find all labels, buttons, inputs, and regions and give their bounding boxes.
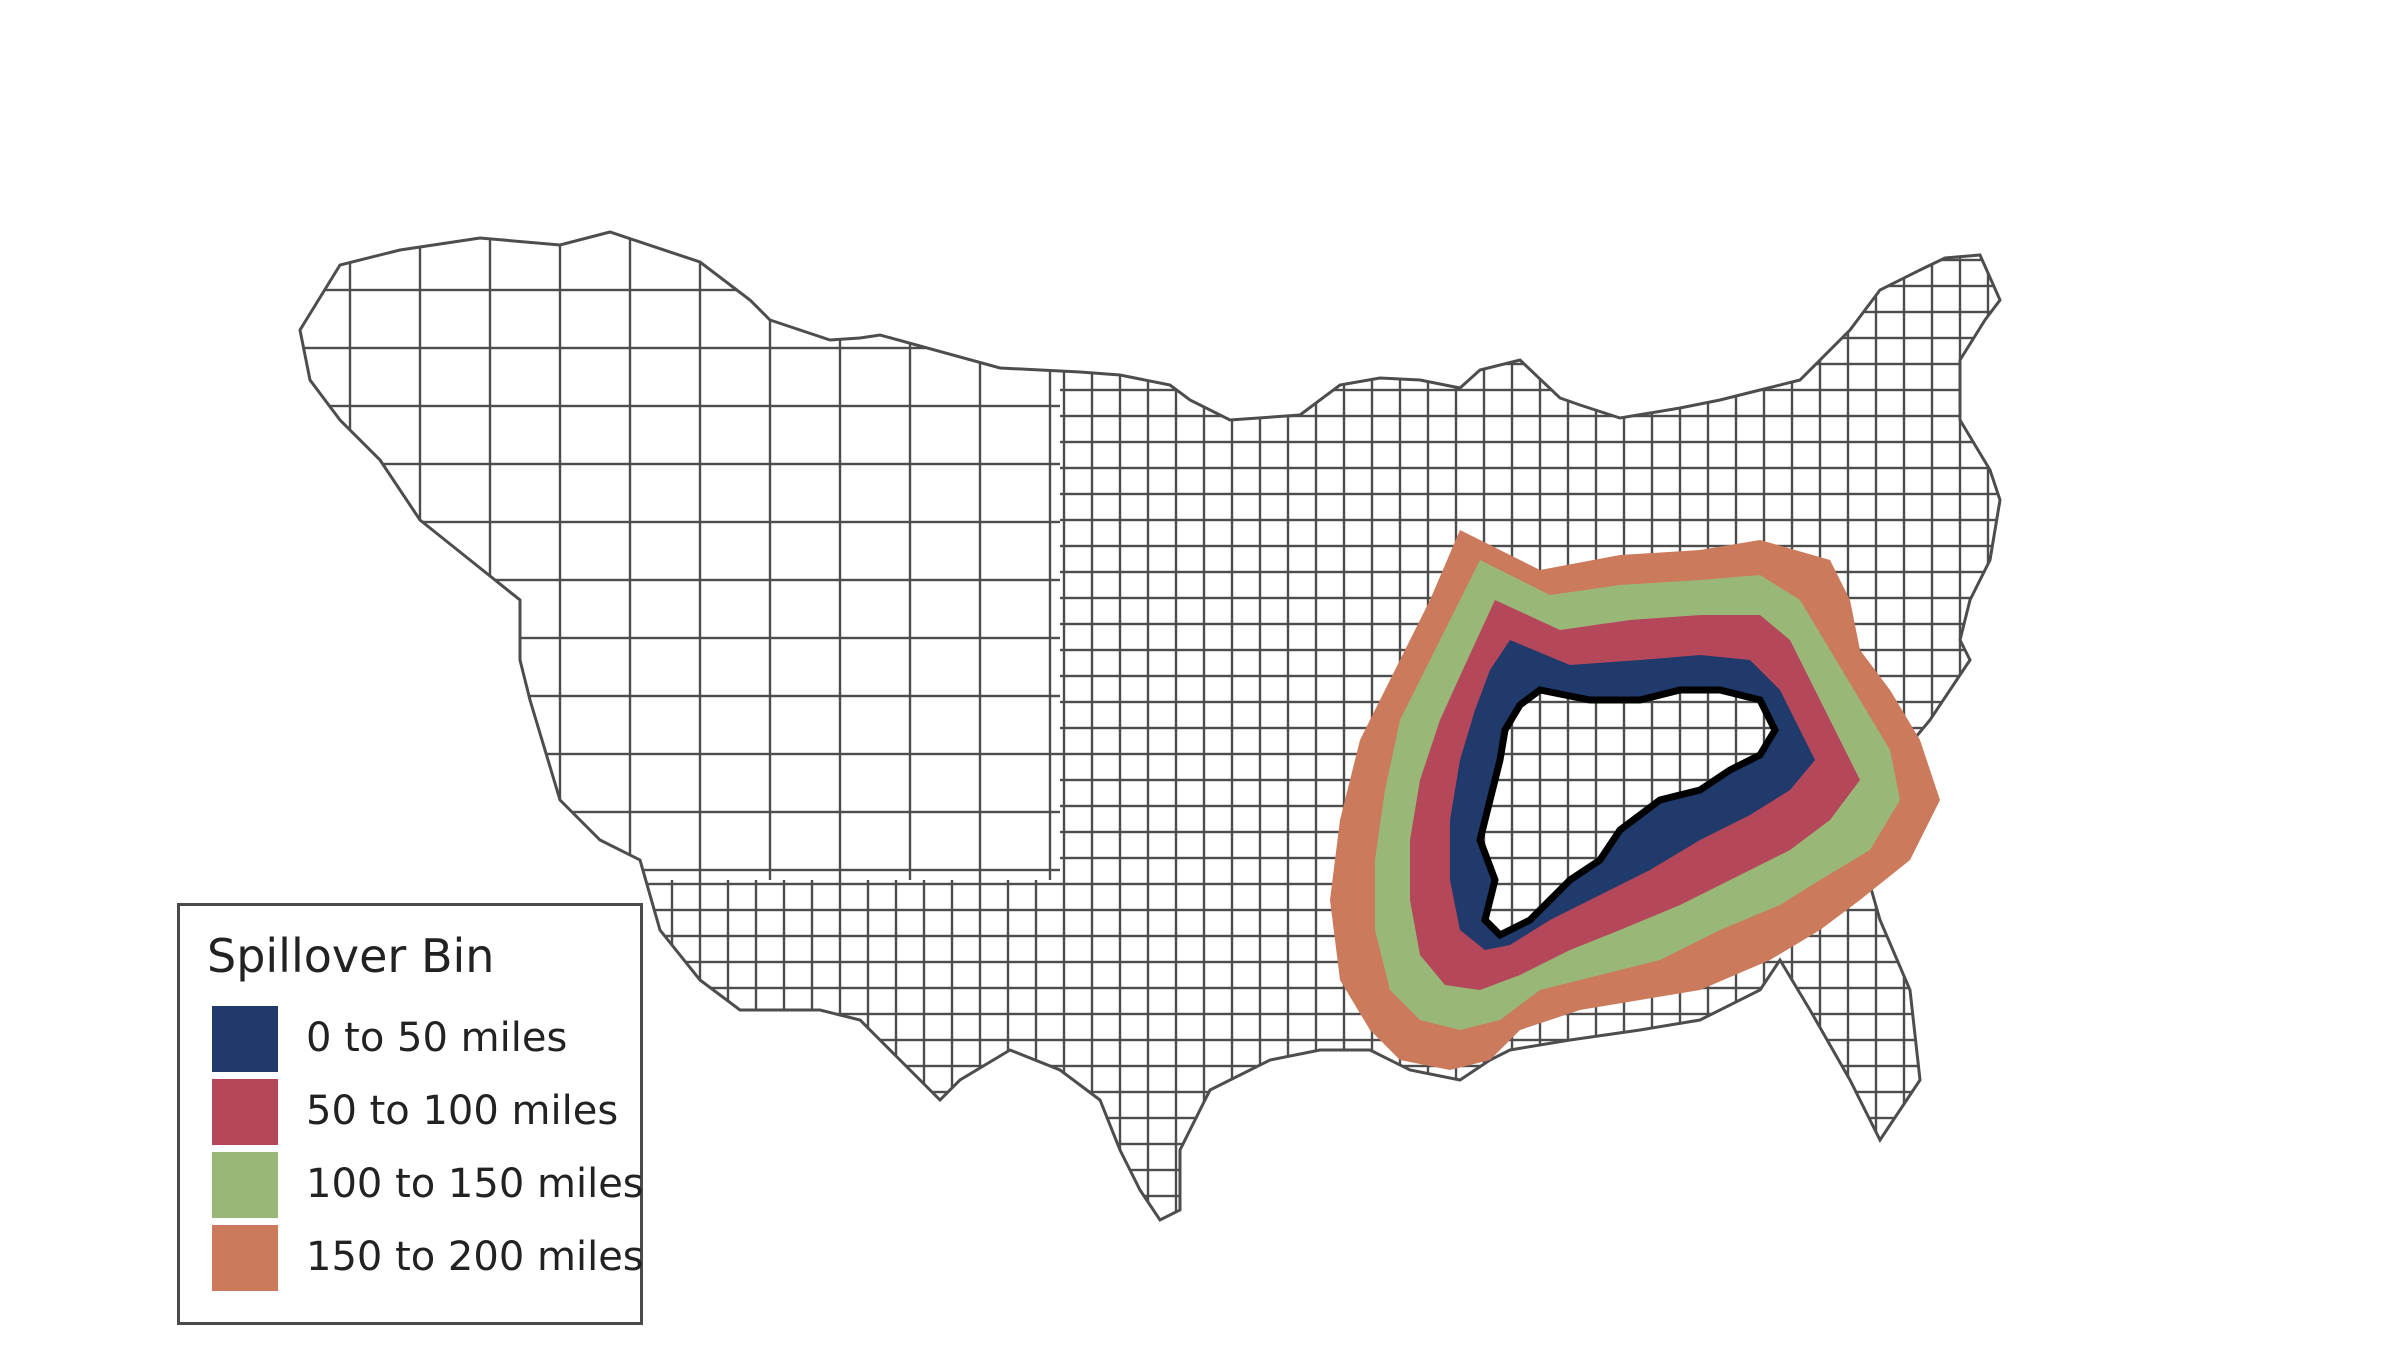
legend-swatch <box>212 1225 278 1291</box>
legend-label: 0 to 50 miles <box>306 1015 568 1061</box>
legend-label: 150 to 200 miles <box>306 1234 644 1280</box>
legend-title: Spillover Bin <box>207 929 495 983</box>
legend-item-100-150: 100 to 150 miles <box>212 1152 644 1218</box>
legend-swatch <box>212 1006 278 1072</box>
legend-label: 100 to 150 miles <box>306 1161 644 1207</box>
core-region <box>1476 686 1779 940</box>
legend-item-0-50: 0 to 50 miles <box>212 1006 632 1072</box>
legend-swatch <box>212 1152 278 1218</box>
legend-item-50-100: 50 to 100 miles <box>212 1079 632 1145</box>
legend-swatch <box>212 1079 278 1145</box>
legend-item-150-200: 150 to 200 miles <box>212 1225 644 1291</box>
legend: Spillover Bin 0 to 50 miles 50 to 100 mi… <box>177 903 644 1325</box>
legend-label: 50 to 100 miles <box>306 1088 619 1134</box>
spillover-bands <box>1330 530 1940 1070</box>
